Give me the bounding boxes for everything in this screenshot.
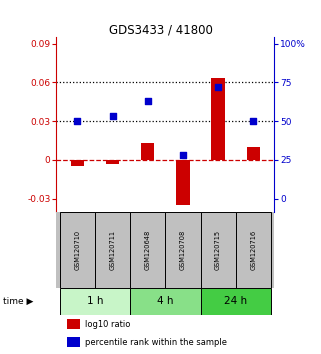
Bar: [236, 212, 271, 288]
Bar: [201, 288, 271, 315]
Text: GSM120710: GSM120710: [74, 230, 80, 270]
Bar: [247, 147, 260, 160]
Bar: [60, 212, 95, 288]
Bar: [67, 319, 80, 329]
Point: [251, 118, 256, 124]
Text: 4 h: 4 h: [157, 296, 174, 307]
Bar: [71, 160, 84, 166]
Bar: [141, 143, 154, 160]
Text: 1 h: 1 h: [87, 296, 103, 307]
Point: [145, 98, 150, 104]
Bar: [165, 212, 201, 288]
Text: GSM120648: GSM120648: [145, 229, 151, 270]
Text: GSM120716: GSM120716: [250, 230, 256, 270]
Text: log10 ratio: log10 ratio: [84, 320, 130, 330]
Text: GSM120715: GSM120715: [215, 230, 221, 270]
Bar: [60, 288, 130, 315]
Text: percentile rank within the sample: percentile rank within the sample: [84, 338, 227, 347]
Bar: [201, 212, 236, 288]
Text: 24 h: 24 h: [224, 296, 247, 307]
Point: [110, 114, 115, 119]
Bar: [67, 337, 80, 347]
Point: [75, 118, 80, 124]
Text: GSM120708: GSM120708: [180, 229, 186, 270]
Bar: [130, 288, 201, 315]
Bar: [130, 212, 165, 288]
Bar: [106, 160, 119, 164]
Bar: [176, 160, 190, 205]
Point: [180, 152, 186, 158]
Point: [216, 84, 221, 90]
Bar: [212, 79, 225, 160]
Text: GDS3433 / 41800: GDS3433 / 41800: [108, 23, 213, 36]
Bar: [95, 212, 130, 288]
Text: GSM120711: GSM120711: [109, 230, 116, 270]
Text: time ▶: time ▶: [3, 297, 34, 306]
